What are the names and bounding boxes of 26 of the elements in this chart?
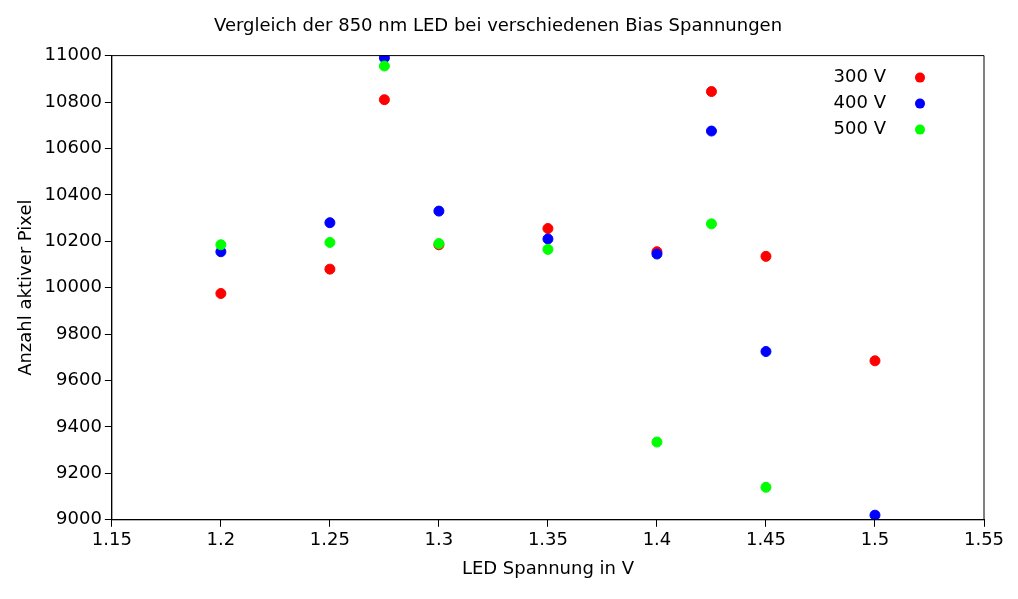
x-tick-label: 1.15: [91, 528, 132, 550]
x-tick-label: 1.35: [527, 528, 568, 550]
y-tick-label: 11000: [44, 43, 102, 65]
legend-label: 400 V: [833, 91, 887, 113]
legend-label: 300 V: [833, 65, 887, 87]
y-tick-label: 10600: [44, 136, 102, 158]
y-tick-label: 9800: [56, 321, 102, 343]
x-tick-label: 1.55: [963, 528, 1005, 550]
x-tick-label: 1.4: [642, 528, 672, 550]
x-tick-label: 1.3: [424, 528, 454, 550]
y-tick-label: 10200: [44, 228, 102, 250]
x-axis-title: LED Spannung in V: [461, 556, 635, 578]
y-tick-label: 9600: [56, 368, 102, 390]
y-tick-label: 9000: [56, 507, 102, 529]
x-tick-label: 1.25: [309, 528, 350, 550]
y-tick-label: 10800: [44, 89, 102, 111]
y-tick-label: 9400: [56, 414, 102, 436]
x-tick-label: 1.2: [206, 528, 236, 550]
chart-title: Vergleich der 850 nm LED bei verschiedenen Bias Spannungen: [213, 14, 783, 36]
x-tick-label: 1.5: [860, 528, 890, 550]
y-axis-title: Anzahl aktiver Pixel: [14, 199, 36, 376]
legend-label: 500 V: [833, 117, 887, 139]
y-tick-label: 9200: [56, 461, 102, 483]
y-tick-label: 10400: [44, 182, 102, 204]
y-tick-label: 10000: [44, 275, 102, 297]
x-tick-label: 1.45: [745, 528, 786, 550]
